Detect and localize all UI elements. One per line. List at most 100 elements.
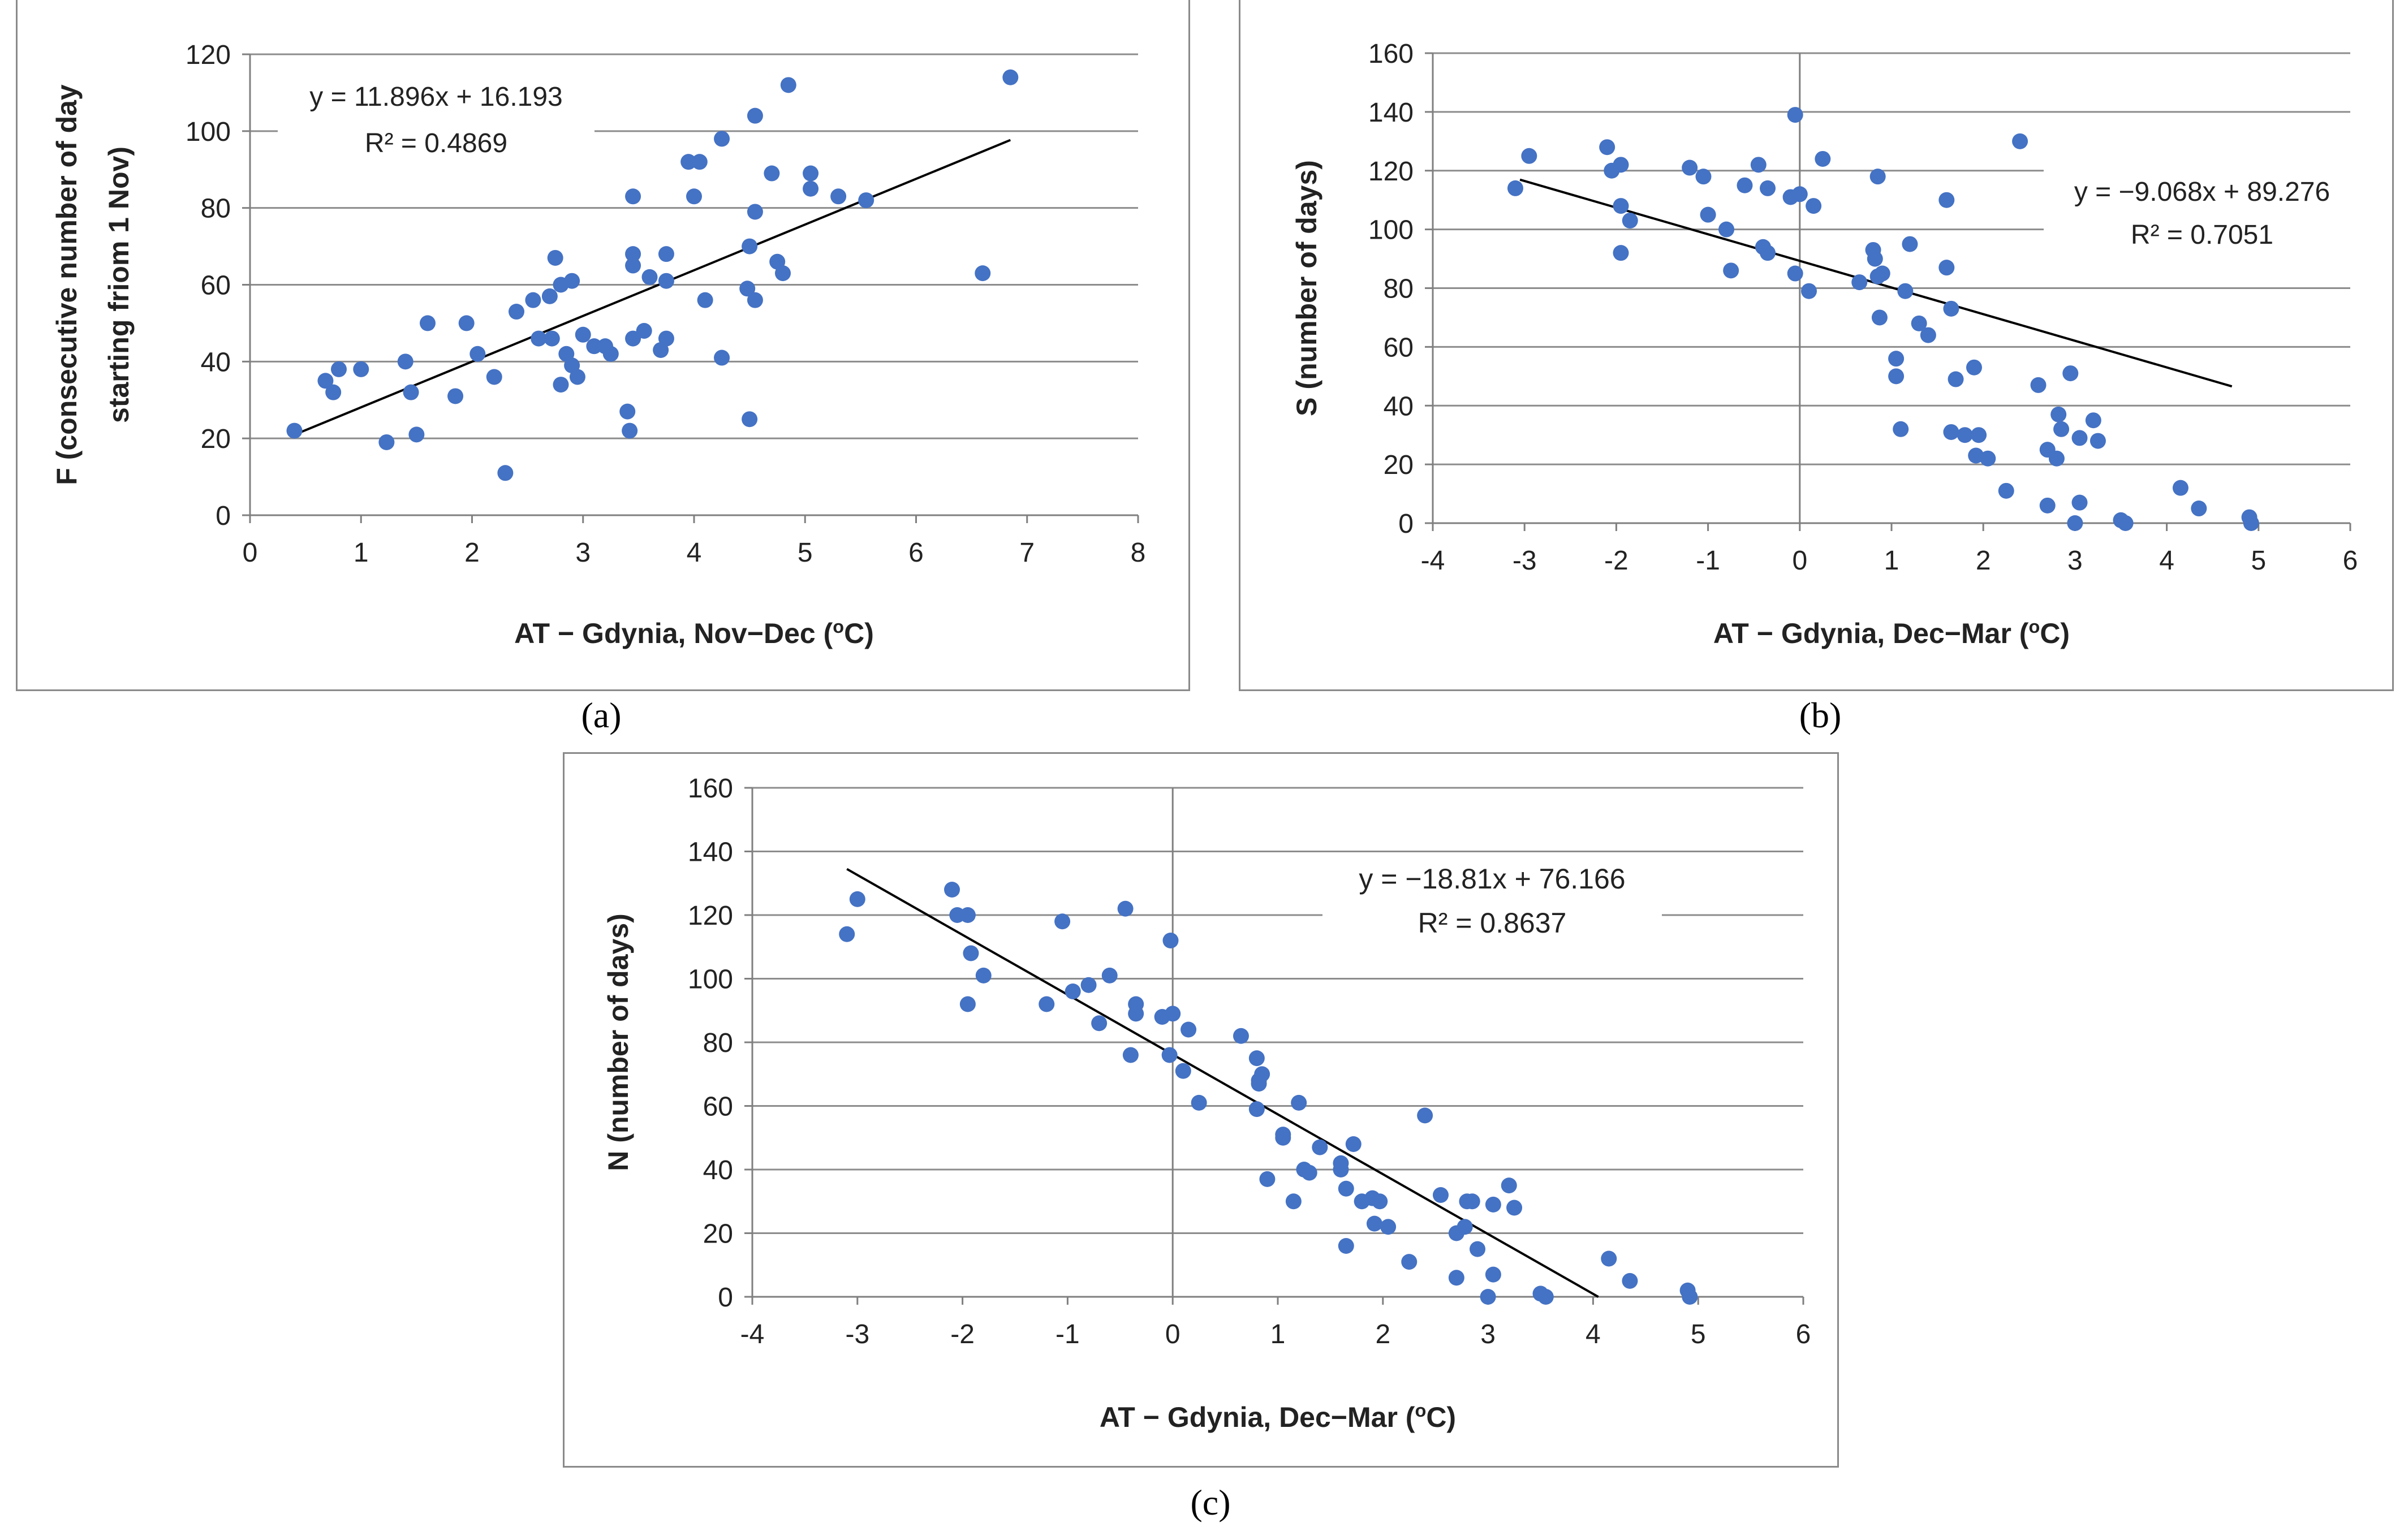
data-point: [2062, 365, 2079, 382]
data-point: [286, 422, 303, 439]
data-point: [1161, 1047, 1178, 1063]
data-point: [1601, 1250, 1617, 1267]
data-point: [959, 907, 976, 923]
data-point: [486, 369, 502, 385]
x-tick-label: 5: [798, 538, 813, 568]
data-point: [408, 426, 425, 443]
data-point: [1938, 260, 1955, 276]
data-point: [1101, 967, 1118, 983]
y-tick-label: 20: [1384, 450, 1414, 480]
data-point: [1501, 1177, 1517, 1194]
data-point: [447, 388, 464, 404]
data-point: [839, 926, 855, 942]
y-tick-label: 40: [201, 347, 231, 377]
data-point: [803, 165, 819, 182]
data-point: [1065, 983, 1081, 999]
chart-panel-c: -4 -3 -2 -1 0 1 2 3 4 5 6 0 20 40 60 80 100 120 140 160 AT −…: [563, 752, 1839, 1468]
data-point: [1333, 1162, 1349, 1177]
y-tick-label: 100: [186, 117, 231, 147]
data-point: [458, 315, 475, 331]
data-point: [575, 326, 591, 343]
x-tick-label: 2: [1375, 1319, 1390, 1349]
data-point: [1613, 245, 1629, 261]
data-point: [2048, 450, 2065, 467]
data-point: [1920, 327, 1936, 343]
data-point: [1867, 251, 1883, 267]
caption-b: (b): [1799, 695, 1842, 735]
data-point: [697, 292, 713, 308]
data-point: [2039, 497, 2056, 514]
data-point: [714, 131, 730, 147]
data-point: [636, 323, 652, 339]
data-point: [1464, 1193, 1480, 1210]
data-point: [1897, 283, 1914, 299]
y-tick-label: 120: [1368, 157, 1414, 187]
data-point: [747, 292, 763, 308]
data-point: [1039, 996, 1055, 1012]
data-point: [1291, 1094, 1307, 1111]
x-tick-label: 6: [2343, 546, 2358, 576]
data-point: [1091, 1015, 1108, 1032]
data-point: [2067, 515, 2083, 531]
x-axis-title: AT − Gdynia, Dec−Mar (oC): [1713, 616, 2070, 649]
x-tick-label: 6: [1796, 1319, 1811, 1349]
data-point: [625, 330, 641, 347]
data-point: [1938, 192, 1955, 208]
data-point: [1285, 1193, 1302, 1210]
data-point: [1893, 421, 1909, 437]
y-tick-label: 20: [201, 424, 231, 454]
data-point: [1737, 177, 1753, 193]
x-tick-label: 4: [1586, 1319, 1601, 1349]
data-point: [1507, 180, 1523, 196]
data-point: [1695, 169, 1712, 185]
data-point: [1760, 245, 1776, 261]
data-point: [586, 338, 602, 355]
data-point: [1599, 139, 1615, 156]
x-axis-title: AT − Gdynia, Dec−Mar (oC): [1100, 1400, 1456, 1433]
data-point: [1233, 1028, 1249, 1044]
data-point: [1966, 359, 1982, 376]
data-point: [1613, 198, 1629, 214]
data-point: [553, 377, 569, 393]
data-point: [1537, 1289, 1554, 1305]
data-point: [1312, 1139, 1328, 1155]
y-tick-label: 20: [703, 1219, 733, 1249]
data-point: [1080, 977, 1097, 993]
data-point: [1254, 1066, 1270, 1082]
data-point: [1338, 1180, 1354, 1197]
data-point: [602, 346, 619, 362]
data-point: [2172, 480, 2188, 496]
x-tick-label: 0: [1165, 1319, 1181, 1349]
data-point: [1117, 900, 1134, 917]
data-point: [544, 330, 560, 347]
data-point: [1248, 1050, 1265, 1067]
y-tick-label: 80: [201, 194, 231, 224]
data-point: [1457, 1219, 1473, 1235]
x-tick-label: 5: [2251, 546, 2266, 576]
data-point: [830, 188, 847, 205]
data-point: [564, 273, 580, 289]
data-point: [1259, 1171, 1276, 1187]
data-point: [1366, 1215, 1382, 1232]
data-point: [1718, 221, 1735, 238]
data-point: [658, 273, 674, 289]
x-tick-label: 0: [243, 538, 258, 568]
y-tick-label: 100: [688, 965, 733, 995]
data-point: [509, 304, 524, 320]
data-point: [1417, 1107, 1433, 1124]
data-point: [1968, 447, 1984, 464]
x-axis-title: AT − Gdynia, Nov−Dec (oC): [514, 616, 874, 649]
trend-equation: y = −9.068x + 89.276: [2074, 177, 2330, 207]
data-point: [2071, 494, 2088, 511]
y-tick-label: 0: [718, 1283, 733, 1313]
r-squared: R² = 0.4869: [365, 128, 507, 158]
x-tick-label: 8: [1131, 538, 1146, 568]
data-point: [2085, 412, 2101, 429]
y-tick-label: 160: [1368, 39, 1414, 69]
trendline: [846, 868, 1599, 1298]
data-point: [469, 346, 486, 362]
data-point: [2090, 433, 2106, 449]
data-point: [619, 403, 636, 420]
trendline: [294, 139, 1011, 436]
